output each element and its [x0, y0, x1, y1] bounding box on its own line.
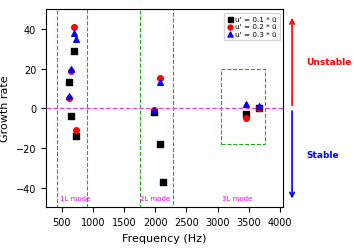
u' = 0.3 * ū	[68, 67, 74, 71]
u' = 0.3 * ū	[66, 95, 72, 99]
u' = 0.2 * ū	[257, 107, 262, 111]
Text: Unstable: Unstable	[306, 58, 352, 67]
u' = 0.1 * ū	[157, 142, 163, 146]
X-axis label: Frequency (Hz): Frequency (Hz)	[122, 233, 207, 243]
Bar	[57, 10, 87, 207]
u' = 0.1 * ū	[73, 134, 79, 138]
Y-axis label: Growth rate: Growth rate	[0, 76, 10, 142]
Bar	[221, 69, 265, 144]
u' = 0.3 * ū	[152, 109, 157, 113]
u' = 0.3 * ū	[73, 38, 79, 42]
u' = 0.1 * ū	[244, 113, 249, 117]
u' = 0.1 * ū	[66, 81, 72, 85]
u' = 0.3 * ū	[71, 32, 76, 36]
u' = 0.2 * ū	[152, 109, 157, 113]
u' = 0.1 * ū	[257, 107, 262, 111]
u' = 0.2 * ū	[68, 69, 74, 73]
Legend: u' = 0.1 * ū, u' = 0.2 * ū, u' = 0.3 * ū: u' = 0.1 * ū, u' = 0.2 * ū, u' = 0.3 * ū	[224, 14, 280, 41]
u' = 0.1 * ū	[68, 115, 74, 119]
u' = 0.2 * ū	[66, 97, 72, 101]
Text: 3L mode: 3L mode	[222, 196, 252, 202]
u' = 0.1 * ū	[152, 111, 157, 115]
u' = 0.3 * ū	[157, 81, 163, 85]
u' = 0.2 * ū	[157, 77, 163, 81]
u' = 0.1 * ū	[71, 50, 76, 54]
Text: Stable: Stable	[306, 151, 339, 160]
Text: 2L mode: 2L mode	[140, 196, 170, 202]
Bar	[139, 10, 173, 207]
Text: 1L mode: 1L mode	[61, 196, 91, 202]
u' = 0.2 * ū	[71, 26, 76, 30]
u' = 0.3 * ū	[244, 103, 249, 107]
u' = 0.1 * ū	[160, 180, 166, 184]
u' = 0.2 * ū	[244, 116, 249, 120]
u' = 0.3 * ū	[257, 105, 262, 109]
u' = 0.2 * ū	[73, 128, 79, 132]
